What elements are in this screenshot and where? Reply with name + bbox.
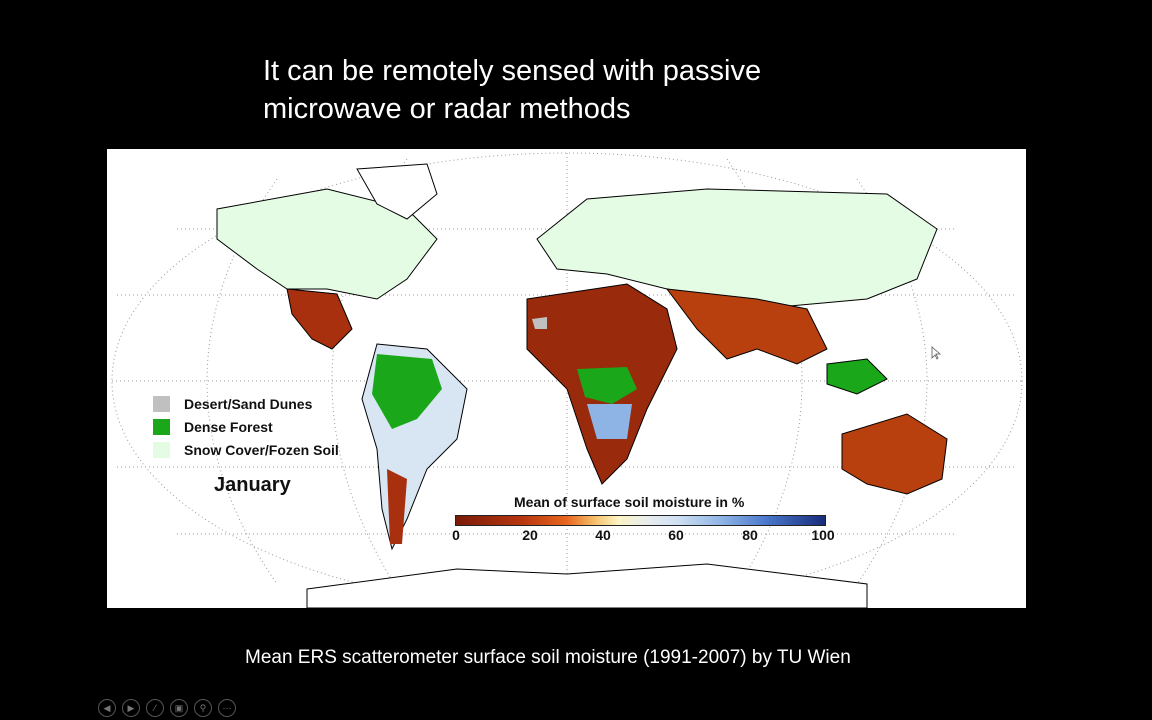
slides-grid-icon: ▣ — [174, 702, 184, 713]
mouse-cursor-icon — [931, 346, 941, 360]
next-arrow-icon: ▶ — [127, 702, 135, 713]
magnifier-icon: ⚲ — [199, 702, 207, 713]
legend-item-forest: Dense Forest — [153, 415, 339, 438]
ellipsis-icon: ⋯ — [222, 702, 232, 713]
previous-arrow-icon: ◀ — [103, 702, 111, 713]
forest-swatch — [153, 418, 170, 435]
slide-title-line-1: It can be remotely sensed with passive — [263, 55, 762, 87]
legend-item-desert: Desert/Sand Dunes — [153, 392, 339, 415]
snow-swatch — [153, 441, 170, 458]
month-label: January — [214, 474, 291, 496]
legend-label: Snow Cover/Fozen Soil — [184, 441, 339, 458]
pen-icon: ⁄ — [154, 702, 156, 713]
see-all-slides-button[interactable]: ▣ — [170, 699, 188, 717]
legend-label: Desert/Sand Dunes — [184, 395, 313, 412]
colorbar — [455, 515, 826, 526]
zoom-button[interactable]: ⚲ — [194, 699, 212, 717]
slide-title-line-2: microwave or radar methods — [263, 93, 631, 125]
slide-title: It can be remotely sensed with passive m… — [263, 52, 883, 128]
soil-moisture-map-figure: Desert/Sand Dunes Dense Forest Snow Cove… — [107, 149, 1026, 608]
colorbar-title: Mean of surface soil moisture in % — [514, 494, 745, 510]
colorbar-tick: 60 — [668, 527, 684, 543]
previous-slide-button[interactable]: ◀ — [98, 699, 116, 717]
next-slide-button[interactable]: ▶ — [122, 699, 140, 717]
colorbar-tick: 0 — [452, 527, 460, 543]
map-legend: Desert/Sand Dunes Dense Forest Snow Cove… — [153, 392, 339, 461]
world-map — [111, 152, 1023, 608]
colorbar-tick: 80 — [742, 527, 758, 543]
desert-swatch — [153, 395, 170, 412]
colorbar-tick: 20 — [522, 527, 538, 543]
slideshow-controls: ◀ ▶ ⁄ ▣ ⚲ ⋯ — [98, 699, 236, 717]
legend-label: Dense Forest — [184, 418, 273, 435]
colorbar-ticks: 0 20 40 60 80 100 — [447, 527, 837, 545]
legend-item-snow: Snow Cover/Fozen Soil — [153, 438, 339, 461]
pen-tool-button[interactable]: ⁄ — [146, 699, 164, 717]
colorbar-tick: 40 — [595, 527, 611, 543]
slide-caption: Mean ERS scatterometer surface soil mois… — [245, 647, 851, 668]
colorbar-tick: 100 — [811, 527, 835, 543]
more-options-button[interactable]: ⋯ — [218, 699, 236, 717]
